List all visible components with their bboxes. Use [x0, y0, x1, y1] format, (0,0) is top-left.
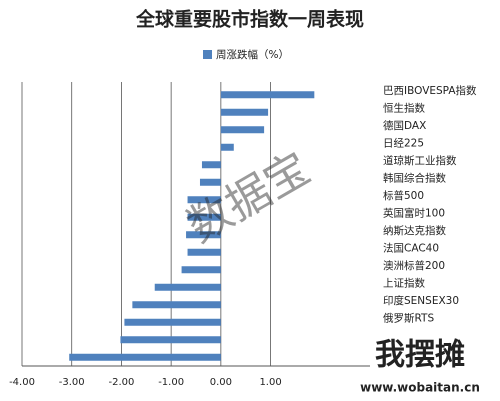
x-tick-label: 0.00	[210, 377, 232, 388]
y-tick-label: 纳斯达克指数	[383, 224, 446, 237]
bar	[199, 178, 221, 186]
chart-title: 全球重要股市指数一周表现	[135, 8, 364, 31]
bar	[220, 91, 315, 99]
y-tick-label: 标普500	[383, 189, 424, 202]
y-tick-label: 英国富时100	[383, 206, 445, 219]
watermark-url: www.wobaitan.cn	[360, 381, 480, 395]
bar	[201, 161, 221, 169]
y-tick-label: 德国DAX	[383, 119, 426, 132]
bar	[132, 301, 221, 309]
y-tick-label: 韩国综合指数	[383, 171, 446, 184]
bar	[69, 353, 221, 361]
y-tick-label: 澳洲标普200	[383, 259, 445, 272]
y-tick-label: 法国CAC40	[383, 241, 439, 254]
y-tick-label: 巴西IBOVESPA指数	[383, 84, 477, 97]
x-tick-label: -2.00	[108, 377, 134, 388]
bar	[187, 196, 221, 204]
bar	[124, 318, 221, 326]
watermark: 数据宝	[179, 143, 319, 253]
y-tick-label: 道琼斯工业指数	[383, 154, 457, 167]
y-tick-label: 日经225	[383, 136, 424, 149]
legend-label: 周涨跌幅（%）	[216, 48, 289, 61]
bar	[187, 213, 221, 221]
legend-swatch	[203, 50, 212, 59]
bar	[181, 266, 221, 274]
bar	[154, 283, 221, 291]
bar	[120, 336, 221, 344]
x-tick-label: -1.00	[158, 377, 184, 388]
x-tick-label: 1.00	[259, 377, 281, 388]
bar	[220, 108, 269, 116]
bar	[187, 248, 221, 256]
x-tick-label: -3.00	[59, 377, 85, 388]
y-tick-label: 恒生指数	[383, 101, 425, 114]
y-tick-label: 上证指数	[383, 276, 425, 289]
bar	[220, 126, 265, 134]
watermark-logo: 我摆摊	[375, 338, 465, 373]
bar	[186, 231, 221, 239]
y-tick-label: 俄罗斯RTS	[383, 311, 434, 324]
x-tick-label: -4.00	[9, 377, 35, 388]
y-tick-label: 印度SENSEX30	[383, 294, 459, 307]
bar	[220, 143, 234, 151]
